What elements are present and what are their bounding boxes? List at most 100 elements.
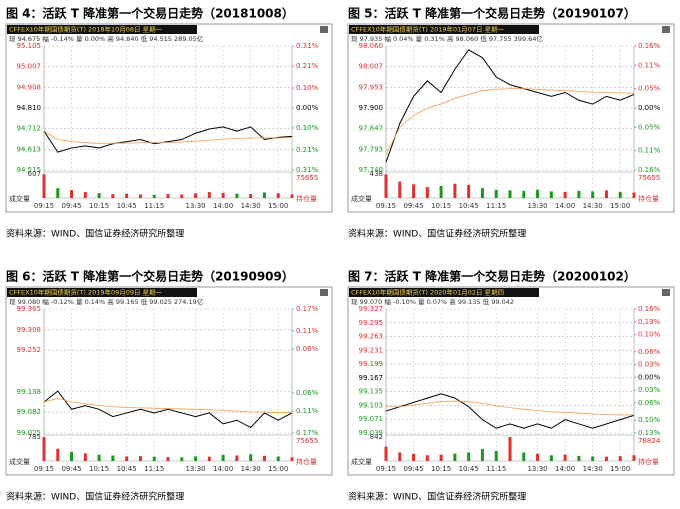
volume-bar [276,456,280,461]
volume-bar [249,194,253,198]
average-line [43,397,292,413]
volume-bar [494,189,498,198]
y2-tick-label: 0.03% [638,386,661,394]
y-tick-label: 99.135 [359,388,384,396]
quote-text: 现 99.070 幅 -0.10% 量 0.07% 高 99.135 低 99.… [351,297,514,306]
x-tick-label: 09:15 [34,465,54,473]
oi-tick-label: 75655 [296,437,318,445]
volume-bar [152,456,156,461]
volume-bar [425,455,429,461]
x-tick-label: 13:30 [527,465,547,473]
y2-tick-label: 0.06% [638,399,661,407]
x-tick-label: 11:15 [486,202,506,210]
window-button [320,289,328,296]
x-tick-label: 15:00 [268,465,288,473]
x-tick-label: 14:30 [241,465,261,473]
x-tick-label: 14:00 [555,202,575,210]
volume-bar [194,456,198,461]
x-tick-label: 09:15 [376,202,396,210]
quote-text: 现 99.080 幅 -0.12% 量 0.14% 高 99.165 低 99.… [9,297,204,306]
volume-bar [536,453,540,461]
volume-bar [604,456,608,461]
volume-bar [425,187,429,198]
volume-bar [166,457,170,461]
x-tick-label: 13:30 [185,465,205,473]
y2-tick-label: 0.13% [638,318,661,326]
y-tick-label: 99.231 [359,346,384,354]
chart-panel: 图 4：活跃 T 降准第一个交易日走势（20181008） CFFEX10年期国债… [5,6,333,240]
y2-tick-label: 0.10% [638,331,661,339]
volume-bar [412,453,416,461]
volume-bar [398,452,402,461]
chart-panel: 图 6：活跃 T 降准第一个交易日走势（20190909） CFFEX10年期国债… [5,269,333,503]
volume-bar [591,191,595,198]
y-tick-label: 97.847 [359,125,384,133]
volume-tick-label: 785 [28,433,41,441]
volume-bar [439,454,443,461]
volume-bar [207,192,211,198]
volume-bar [235,193,239,198]
price-line [43,390,293,429]
x-tick-label: 10:45 [117,202,137,210]
volume-bar [56,188,60,198]
volume-bar [467,452,471,461]
volume-bar [138,194,142,198]
y-tick-label: 98.007 [359,63,384,71]
y2-tick-label: 0.00% [296,104,319,112]
y2-tick-label: 0.10% [638,416,661,424]
oi-tick-label: 75655 [296,174,318,182]
volume-bar [522,452,526,461]
volume-bar [276,193,280,198]
x-tick-label: 09:45 [403,465,423,473]
y2-tick-label: 0.06% [296,389,319,397]
volume-bar [97,454,101,461]
y-tick-label: 97.953 [359,83,384,91]
volume-tick-label: 438 [370,170,383,178]
oi-label: 持仓量 [296,194,317,203]
volume-bar [180,457,184,461]
volume-bar [453,453,457,461]
y2-tick-label: 0.21% [296,62,319,70]
header-text: CFFEX10年期国债期货(T) 2019年01月07日 星期一 [351,25,505,34]
oi-label: 持仓量 [638,194,659,203]
y-tick-label: 94.908 [17,83,42,91]
chart-title: 图 6：活跃 T 降准第一个交易日走势（20190909） [6,269,294,284]
x-tick-label: 13:30 [185,202,205,210]
source-note: 资料来源：WIND、国信证券经济研究所整理 [348,491,526,503]
x-tick-label: 10:45 [117,465,137,473]
y-tick-label: 99.365 [17,305,42,313]
y-tick-label: 99.263 [359,333,384,341]
y2-tick-label: 0.31% [296,166,319,174]
y2-tick-label: 0.00% [638,104,661,112]
y-tick-label: 99.138 [17,388,42,396]
y2-tick-label: 0.16% [638,305,661,313]
y-tick-label: 97.740 [359,166,384,174]
price-line [385,393,635,429]
volume-bar [194,193,198,198]
y-tick-label: 99.039 [359,429,384,437]
y2-tick-label: 0.03% [638,361,661,369]
y2-tick-label: 0.05% [638,85,661,93]
chart-title: 图 5：活跃 T 降准第一个交易日走势（20190107） [348,6,636,21]
y2-tick-label: 0.17% [296,305,319,313]
y-tick-label: 98.060 [359,42,384,50]
y-tick-label: 99.071 [359,415,384,423]
x-tick-label: 10:45 [459,465,479,473]
y-tick-label: 94.515 [17,166,42,174]
header-bar [349,288,539,297]
volume-label: 成交量 [351,194,372,203]
y-tick-label: 94.712 [17,125,42,133]
x-tick-label: 11:15 [486,465,506,473]
volume-bar [83,453,87,461]
x-tick-label: 13:30 [527,202,547,210]
chart-title: 图 4：活跃 T 降准第一个交易日走势（20181008） [6,6,294,21]
header-text: CFFEX10年期国债期货(T) 2019年09月09日 星期一 [9,288,163,297]
source-note: 资料来源：WIND、国信证券经济研究所整理 [6,491,184,503]
y-tick-label: 99.295 [359,319,384,327]
volume-bar [577,190,581,198]
oi-label: 持仓量 [638,457,659,466]
average-line [385,88,635,155]
volume-bar [591,456,595,461]
y-tick-label: 99.199 [359,360,384,368]
y2-tick-label: 0.13% [638,429,661,437]
